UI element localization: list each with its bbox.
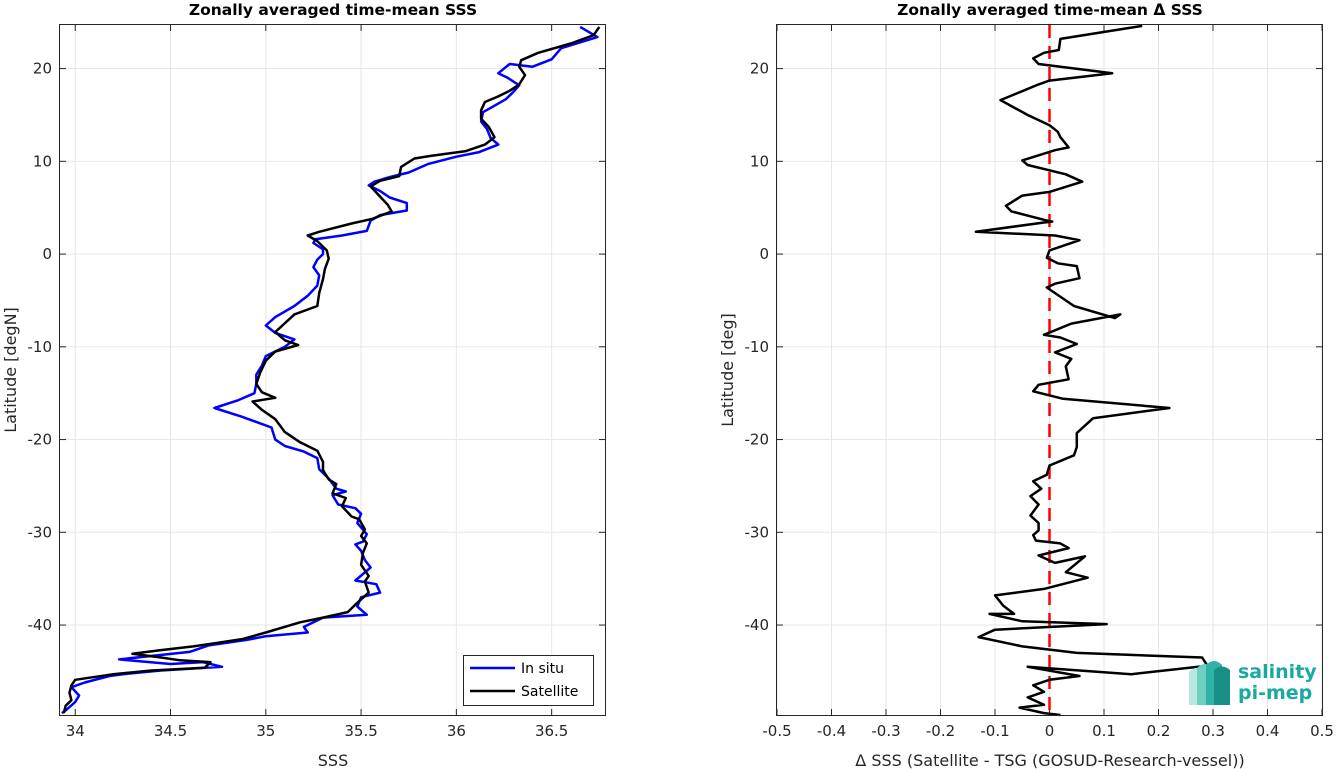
right-x-axis-label: Δ SSS (Satellite - TSG (GOSUD-Research-v…: [855, 751, 1244, 769]
legend-label-in-situ: In situ: [521, 661, 564, 677]
left-x-tick-label: 35: [256, 722, 275, 740]
left-y-tick-label: -30: [28, 523, 53, 541]
right-ticks: -0.5 -0.4 -0.3 -0.2 -0.1 0 0.1 0.2 0.3 0.4 0.5 20 10…: [745, 25, 1334, 740]
left-x-tick-label: 34: [66, 722, 85, 740]
right-x-tick-label: 0.1: [1092, 722, 1116, 740]
left-grid: [60, 25, 605, 715]
right-x-tick-label: 0.3: [1201, 722, 1225, 740]
right-x-tick-label: -0.1: [980, 722, 1009, 740]
left-x-tick-label: 35.5: [344, 722, 377, 740]
left-axes-box: [59, 24, 606, 716]
left-x-tick-label: 36.5: [535, 722, 568, 740]
right-y-tick-label: 0: [759, 245, 769, 263]
right-y-tick-label: -40: [745, 616, 770, 634]
logo-text-salinity: salinity: [1238, 661, 1317, 683]
right-y-tick-label: -20: [745, 431, 770, 449]
left-y-tick-label: -20: [28, 431, 53, 449]
right-chart-title: Zonally averaged time-mean Δ SSS: [897, 1, 1203, 19]
right-axes-box: [776, 24, 1323, 716]
legend-box: [463, 655, 594, 706]
right-y-tick-label: 10: [750, 152, 769, 170]
right-y-tick-label: -30: [745, 523, 770, 541]
logo-text-pi-mep: pi-mep: [1238, 682, 1312, 704]
left-y-tick-label: 10: [33, 152, 52, 170]
left-y-tick-label: -10: [28, 338, 53, 356]
right-y-tick-label: 20: [750, 60, 769, 78]
logo-wave-icon: [1189, 661, 1230, 705]
right-y-axis-label: Latitude [deg]: [718, 313, 737, 427]
right-x-tick-label: 0.5: [1310, 722, 1334, 740]
left-chart-title: Zonally averaged time-mean SSS: [189, 1, 477, 19]
right-x-tick-label: 0: [1045, 722, 1055, 740]
legend: In situ Satellite: [463, 655, 594, 706]
left-x-tick-label: 36: [447, 722, 466, 740]
salinity-pi-mep-logo: salinity pi-mep: [1189, 661, 1317, 705]
right-x-tick-label: 0.4: [1256, 722, 1280, 740]
legend-label-satellite: Satellite: [521, 684, 578, 700]
right-x-tick-label: -0.4: [817, 722, 846, 740]
left-ticks: 34 34.5 35 35.5 36 36.5 20 10 0 -10 -20 -30 -40: [28, 25, 605, 740]
delta-sss-panel: Zonally averaged time-mean Δ SSS -0.5 -0.…: [718, 1, 1334, 769]
left-x-axis-label: SSS: [318, 751, 348, 769]
left-series-lines: [61, 25, 601, 715]
right-x-tick-label: -0.2: [926, 722, 955, 740]
left-y-tick-label: 20: [33, 60, 52, 78]
left-y-axis-label: Latitude [degN]: [1, 307, 20, 433]
left-series-satellite-line: [62, 26, 601, 714]
right-series-lines: [974, 24, 1209, 717]
left-y-tick-label: -40: [28, 616, 53, 634]
right-x-tick-label: -0.5: [762, 722, 791, 740]
sss-profile-panel: Zonally averaged time-mean SSS 34 34.5 35 3…: [1, 1, 606, 769]
right-y-tick-label: -10: [745, 338, 770, 356]
left-x-tick-label: 34.5: [154, 722, 187, 740]
left-y-tick-label: 0: [42, 245, 52, 263]
right-x-tick-label: 0.2: [1147, 722, 1171, 740]
right-x-tick-label: -0.3: [871, 722, 900, 740]
left-series-in-situ-line: [61, 25, 599, 715]
right-series-delta-sss-line: [974, 24, 1209, 717]
